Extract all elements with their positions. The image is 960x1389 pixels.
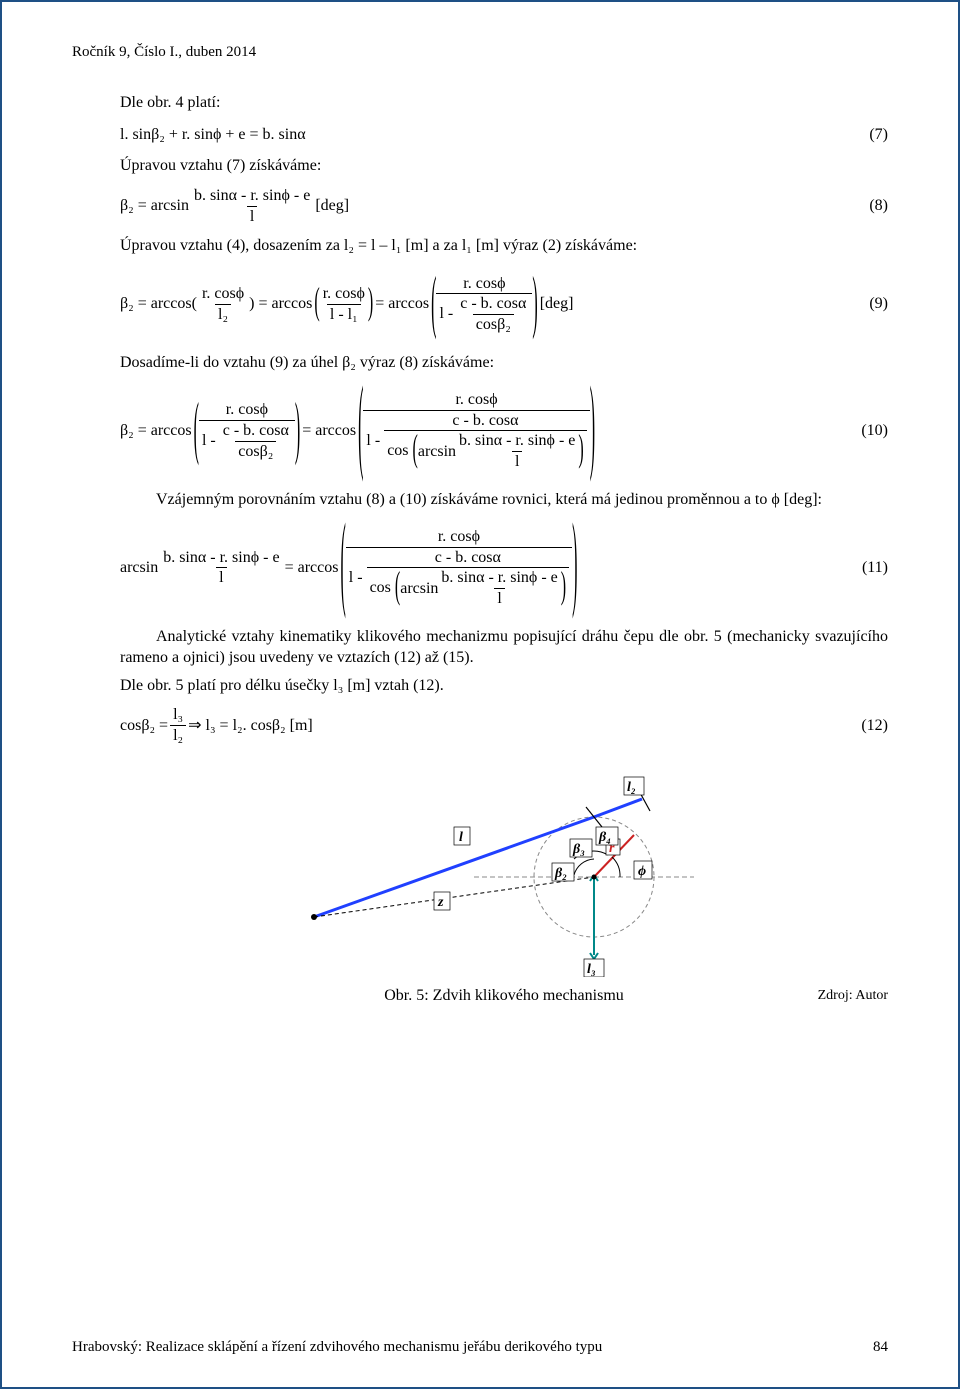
equation-12: cosβ₂ = l₃ l₂ ⇒ l₃ = l₂. cosβ₂ [m] (12) — [120, 706, 888, 744]
eq11-rhs-in-pre: arcsin — [400, 580, 438, 598]
footer-page-number: 84 — [873, 1337, 888, 1357]
eq10-rhs-bot-pre: l - — [366, 432, 384, 449]
eq9-f3d-pre: l - — [439, 305, 457, 322]
text-line-3: Úpravou vztahu (4), dosazením za l₂ = l … — [120, 235, 888, 257]
eq12-d: l₂ — [170, 725, 186, 745]
figure-5: l l₂ l₃ z r ϕ β₂ β₃ β₄ — [120, 767, 888, 1007]
equation-7: l. sinβ₂ + r. sinϕ + e = b. sinα (7) — [120, 124, 888, 146]
eq7-number: (7) — [844, 124, 888, 146]
eq10-rhs-in-d: l — [512, 451, 522, 471]
eq11-rhs-in-n: b. sinα - r. sinϕ - e — [438, 569, 560, 588]
eq9-f3d-d: cosβ₂ — [473, 314, 514, 334]
eq11-rhs-bot-d-pre: cos — [370, 579, 391, 596]
eq9-f1n: r. cosϕ — [199, 285, 247, 304]
svg-text:β₄: β₄ — [598, 830, 611, 845]
eq11-lhs-d: l — [216, 567, 226, 587]
eq7-body: l. sinβ₂ + r. sinϕ + e = b. sinα — [120, 124, 306, 146]
eq10-lhs-bot-d: cosβ₂ — [235, 441, 276, 461]
eq10-rhs-in-n: b. sinα - r. sinϕ - e — [456, 432, 578, 451]
eq12-post: ⇒ l₃ = l₂. cosβ₂ [m] — [188, 715, 313, 737]
page-header: Ročník 9, Číslo I., duben 2014 — [72, 42, 888, 62]
svg-text:β₂: β₂ — [554, 866, 567, 881]
eq11-number: (11) — [844, 557, 888, 579]
eq10-rhs-in-pre: arcsin — [418, 443, 456, 461]
svg-text:ϕ: ϕ — [638, 864, 646, 879]
eq11-mid: = arccos — [285, 557, 339, 579]
text-line-4: Dosadíme-li do vztahu (9) za úhel β₂ výr… — [120, 352, 888, 374]
eq10-number: (10) — [844, 420, 888, 442]
svg-text:β₃: β₃ — [572, 842, 585, 857]
eq9-number: (9) — [844, 293, 888, 315]
eq9-unit: [deg] — [540, 293, 574, 315]
eq9-f3n: r. cosϕ — [460, 275, 508, 294]
equation-8: β₂ = arcsin b. sinα - r. sinϕ - e l [deg… — [120, 187, 888, 225]
figure-5-caption: Obr. 5: Zdvih klikového mechanismu — [240, 985, 768, 1007]
eq9-pre: β₂ = arccos( — [120, 293, 197, 315]
eq10-mid: = arccos — [302, 420, 356, 442]
text-line-6b: Dle obr. 5 platí pro délku úsečky l₃ [m]… — [120, 675, 888, 697]
text-line-6a: Analytické vztahy kinematiky klikového m… — [120, 626, 888, 669]
eq11-rhs-top: r. cosϕ — [435, 528, 483, 547]
equation-11: arcsin b. sinα - r. sinϕ - e l = arccos … — [120, 528, 888, 607]
eq8-num: b. sinα - r. sinϕ - e — [191, 187, 313, 206]
eq10-rhs-bot-n: c - b. cosα — [449, 412, 521, 431]
eq10-lhs-top: r. cosϕ — [223, 401, 271, 420]
eq10-pre: β₂ = arccos — [120, 420, 192, 442]
equation-9: β₂ = arccos( r. cosϕ l₂ ) = arccos ( r. … — [120, 275, 888, 334]
text-line-2: Úpravou vztahu (7) získáváme: — [120, 155, 888, 177]
eq12-pre: cosβ₂ = — [120, 715, 168, 737]
text-line-5: Vzájemným porovnáním vztahu (8) a (10) z… — [120, 489, 888, 511]
eq8-number: (8) — [844, 195, 888, 217]
eq9-f1d: l₂ — [215, 304, 231, 324]
eq9-mid2: = arccos — [375, 293, 429, 315]
eq10-rhs-top: r. cosϕ — [452, 391, 500, 410]
page-footer: Hrabovský: Realizace sklápění a řízení z… — [72, 1337, 888, 1357]
footer-left: Hrabovský: Realizace sklápění a řízení z… — [72, 1337, 602, 1357]
equation-10: β₂ = arccos ( r. cosϕ l - c - b. cosα co… — [120, 391, 888, 470]
svg-text:l₃: l₃ — [587, 962, 596, 977]
page-content: Dle obr. 4 platí: l. sinβ₂ + r. sinϕ + e… — [72, 92, 888, 1006]
eq9-mid1: ) = arccos — [249, 293, 312, 315]
svg-text:l₂: l₂ — [627, 780, 636, 795]
svg-text:l: l — [459, 830, 463, 845]
svg-text:z: z — [437, 895, 444, 910]
eq10-lhs-bot-pre: l - — [202, 432, 220, 449]
eq12-number: (12) — [844, 715, 888, 737]
eq9-f3d-n: c - b. cosα — [457, 295, 529, 314]
eq8-unit: [deg] — [315, 195, 349, 217]
eq11-lhs-n: b. sinα - r. sinϕ - e — [160, 549, 282, 568]
text-line-1: Dle obr. 4 platí: — [120, 92, 888, 114]
eq8-pre: β₂ = arcsin — [120, 195, 189, 217]
figure-5-source: Zdroj: Autor — [768, 987, 888, 1006]
eq11-rhs-in-d: l — [494, 588, 504, 608]
eq10-rhs-bot-d-pre: cos — [387, 442, 408, 459]
eq8-den: l — [247, 206, 257, 226]
eq10-lhs-bot-n: c - b. cosα — [220, 422, 292, 441]
eq11-lhs-pre: arcsin — [120, 557, 158, 579]
eq12-n: l₃ — [170, 706, 186, 725]
figure-5-image: l l₂ l₃ z r ϕ β₂ β₃ β₄ — [294, 767, 714, 977]
eq11-rhs-bot-n: c - b. cosα — [432, 549, 504, 568]
